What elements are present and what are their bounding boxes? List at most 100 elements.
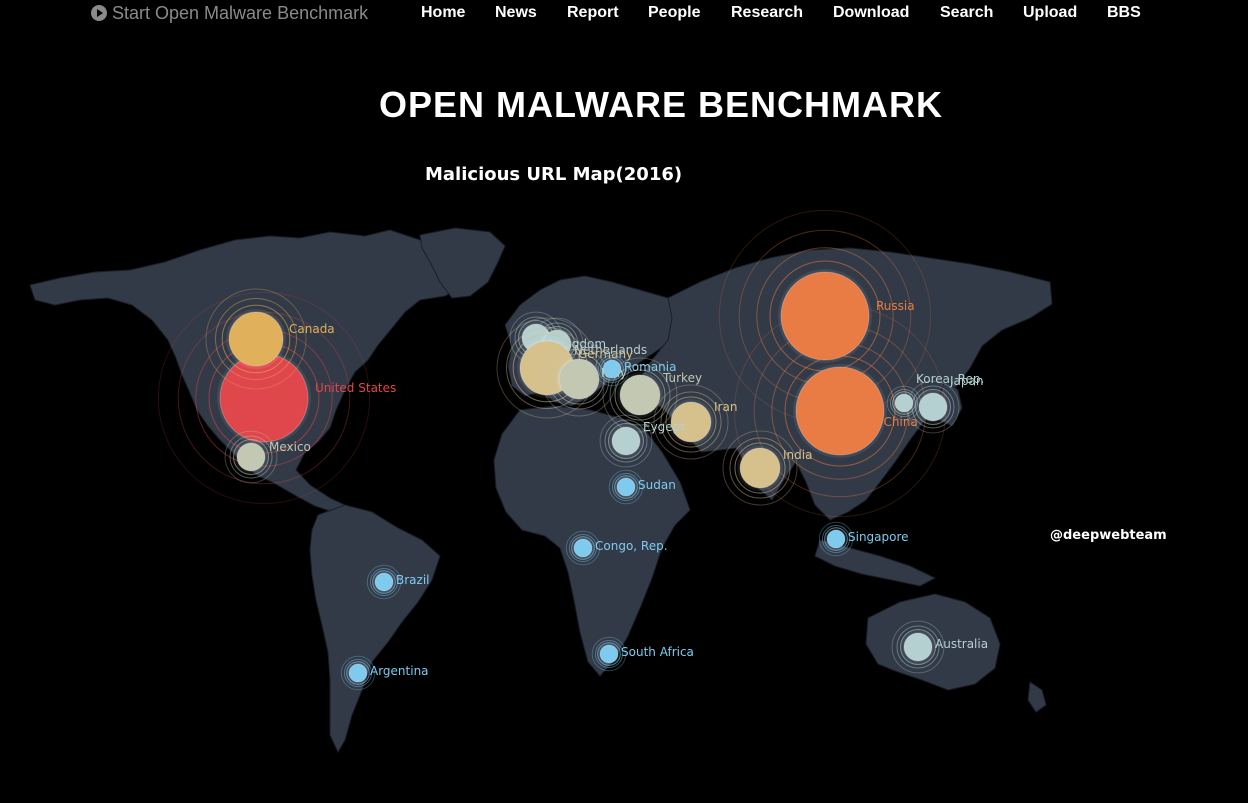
country-marker-turkey[interactable]: Turkey	[602, 357, 702, 433]
bubble	[616, 477, 636, 497]
country-marker-congo-rep[interactable]: Congo, Rep.	[565, 530, 668, 566]
map-landmass	[29, 227, 1053, 754]
country-label: Eygept	[643, 420, 685, 434]
ripple-ring	[890, 389, 918, 417]
ripple-ring	[233, 439, 269, 475]
ripple-ring	[665, 396, 717, 448]
country-marker-romania[interactable]: Romania	[594, 351, 676, 387]
bubble	[374, 572, 394, 592]
bubble	[602, 359, 622, 379]
ripple-ring	[660, 391, 722, 453]
brand-link[interactable]: Start Open Malware Benchmark	[91, 2, 368, 24]
nav-report[interactable]: Report	[567, 4, 619, 21]
country-label: Argentina	[370, 664, 429, 678]
brand-label: Start Open Malware Benchmark	[112, 2, 369, 23]
country-label: Canada	[289, 322, 335, 336]
nav-bbs[interactable]: BBS	[1107, 4, 1141, 21]
country-label: South Africa	[621, 645, 694, 659]
country-marker-south-africa[interactable]: South Africa	[591, 636, 694, 672]
ripple-ring	[541, 341, 617, 417]
land-new-zealand	[1027, 681, 1047, 713]
bubble	[348, 663, 368, 683]
country-marker-mexico[interactable]: Mexico	[224, 430, 311, 484]
ripple-ring	[891, 620, 945, 674]
ripple-ring	[595, 640, 623, 668]
land-australia	[865, 593, 1001, 691]
ripple-ring	[915, 389, 951, 425]
nav-search[interactable]: Search	[940, 4, 994, 21]
country-label: Korea, Rep.	[916, 372, 984, 386]
ripple-ring	[771, 342, 909, 480]
bubble-layer: United StatesCanadaMexicoRussiaChinaKing…	[157, 209, 988, 691]
bubble	[573, 538, 593, 558]
country-marker-iran[interactable]: Iran	[653, 384, 737, 460]
ripple-ring	[824, 527, 848, 551]
country-marker-korea-rep[interactable]: Korea, Rep.	[886, 372, 984, 421]
main-nav: Home News Report People Research Downloa…	[0, 2, 1248, 24]
ripple-ring	[614, 369, 666, 421]
ripple-ring	[599, 414, 653, 468]
country-marker-brazil[interactable]: Brazil	[366, 564, 430, 600]
country-label: Netherlands	[574, 343, 647, 357]
nav-upload[interactable]: Upload	[1023, 4, 1078, 21]
nav-download[interactable]: Download	[833, 4, 910, 21]
ripple-ring	[614, 475, 638, 499]
ripple-ring	[366, 564, 402, 600]
ripple-ring	[612, 473, 640, 501]
bubble	[780, 271, 870, 361]
bubble	[918, 392, 948, 422]
country-label: Iran	[714, 400, 737, 414]
country-marker-australia[interactable]: Australia	[891, 620, 988, 674]
country-marker-sudan[interactable]: Sudan	[608, 469, 676, 505]
ripple-ring	[729, 437, 791, 499]
bubble	[236, 442, 266, 472]
page-title: OPEN MALWARE BENCHMARK	[378, 84, 943, 125]
ripple-ring	[569, 534, 597, 562]
ripple-ring	[600, 357, 624, 381]
country-marker-china[interactable]: China	[733, 304, 947, 518]
bubble	[903, 632, 933, 662]
land-indonesia	[814, 539, 937, 587]
ripple-ring	[818, 521, 854, 557]
country-marker-russia[interactable]: Russia	[718, 209, 932, 423]
nav-research[interactable]: Research	[731, 4, 804, 21]
ripple-ring	[229, 435, 273, 479]
ripple-ring	[602, 357, 678, 433]
bubble	[894, 393, 914, 413]
country-marker-eygept[interactable]: Eygept	[599, 414, 685, 468]
ripple-ring	[900, 629, 936, 665]
ripple-ring	[604, 419, 648, 463]
ripple-ring	[370, 568, 398, 596]
ripple-ring	[177, 311, 351, 485]
country-label: Russia	[876, 299, 915, 313]
country-label: Mexico	[269, 440, 311, 454]
nav-people[interactable]: People	[648, 4, 701, 21]
ripple-ring	[608, 469, 644, 505]
country-label: Japan	[949, 374, 983, 388]
ripple-ring	[553, 353, 605, 405]
ripple-ring	[598, 355, 626, 383]
land-south-america	[309, 504, 441, 754]
play-circle-icon	[91, 5, 107, 21]
nav-home[interactable]: Home	[421, 4, 466, 21]
country-marker-argentina[interactable]: Argentina	[340, 655, 429, 691]
country-label: Sudan	[638, 478, 676, 492]
country-marker-india[interactable]: India	[722, 430, 812, 506]
ripple-ring	[734, 442, 786, 494]
ripple-ring	[372, 570, 396, 594]
nav-news[interactable]: News	[495, 4, 537, 21]
ripple-ring	[205, 288, 307, 390]
ripple-ring	[886, 385, 922, 421]
country-marker-canada[interactable]: Canada	[205, 288, 335, 390]
ripple-ring	[722, 430, 798, 506]
country-marker-singapore[interactable]: Singapore	[818, 521, 909, 557]
ripple-ring	[215, 298, 297, 380]
ripple-ring	[608, 423, 644, 459]
country-label: Congo, Rep.	[595, 539, 668, 553]
watermark: @deepwebteam	[1050, 528, 1167, 543]
country-label: Singapore	[848, 530, 909, 544]
ripple-ring	[496, 317, 598, 419]
land-greenland	[419, 227, 506, 299]
ripple-ring	[597, 642, 621, 666]
